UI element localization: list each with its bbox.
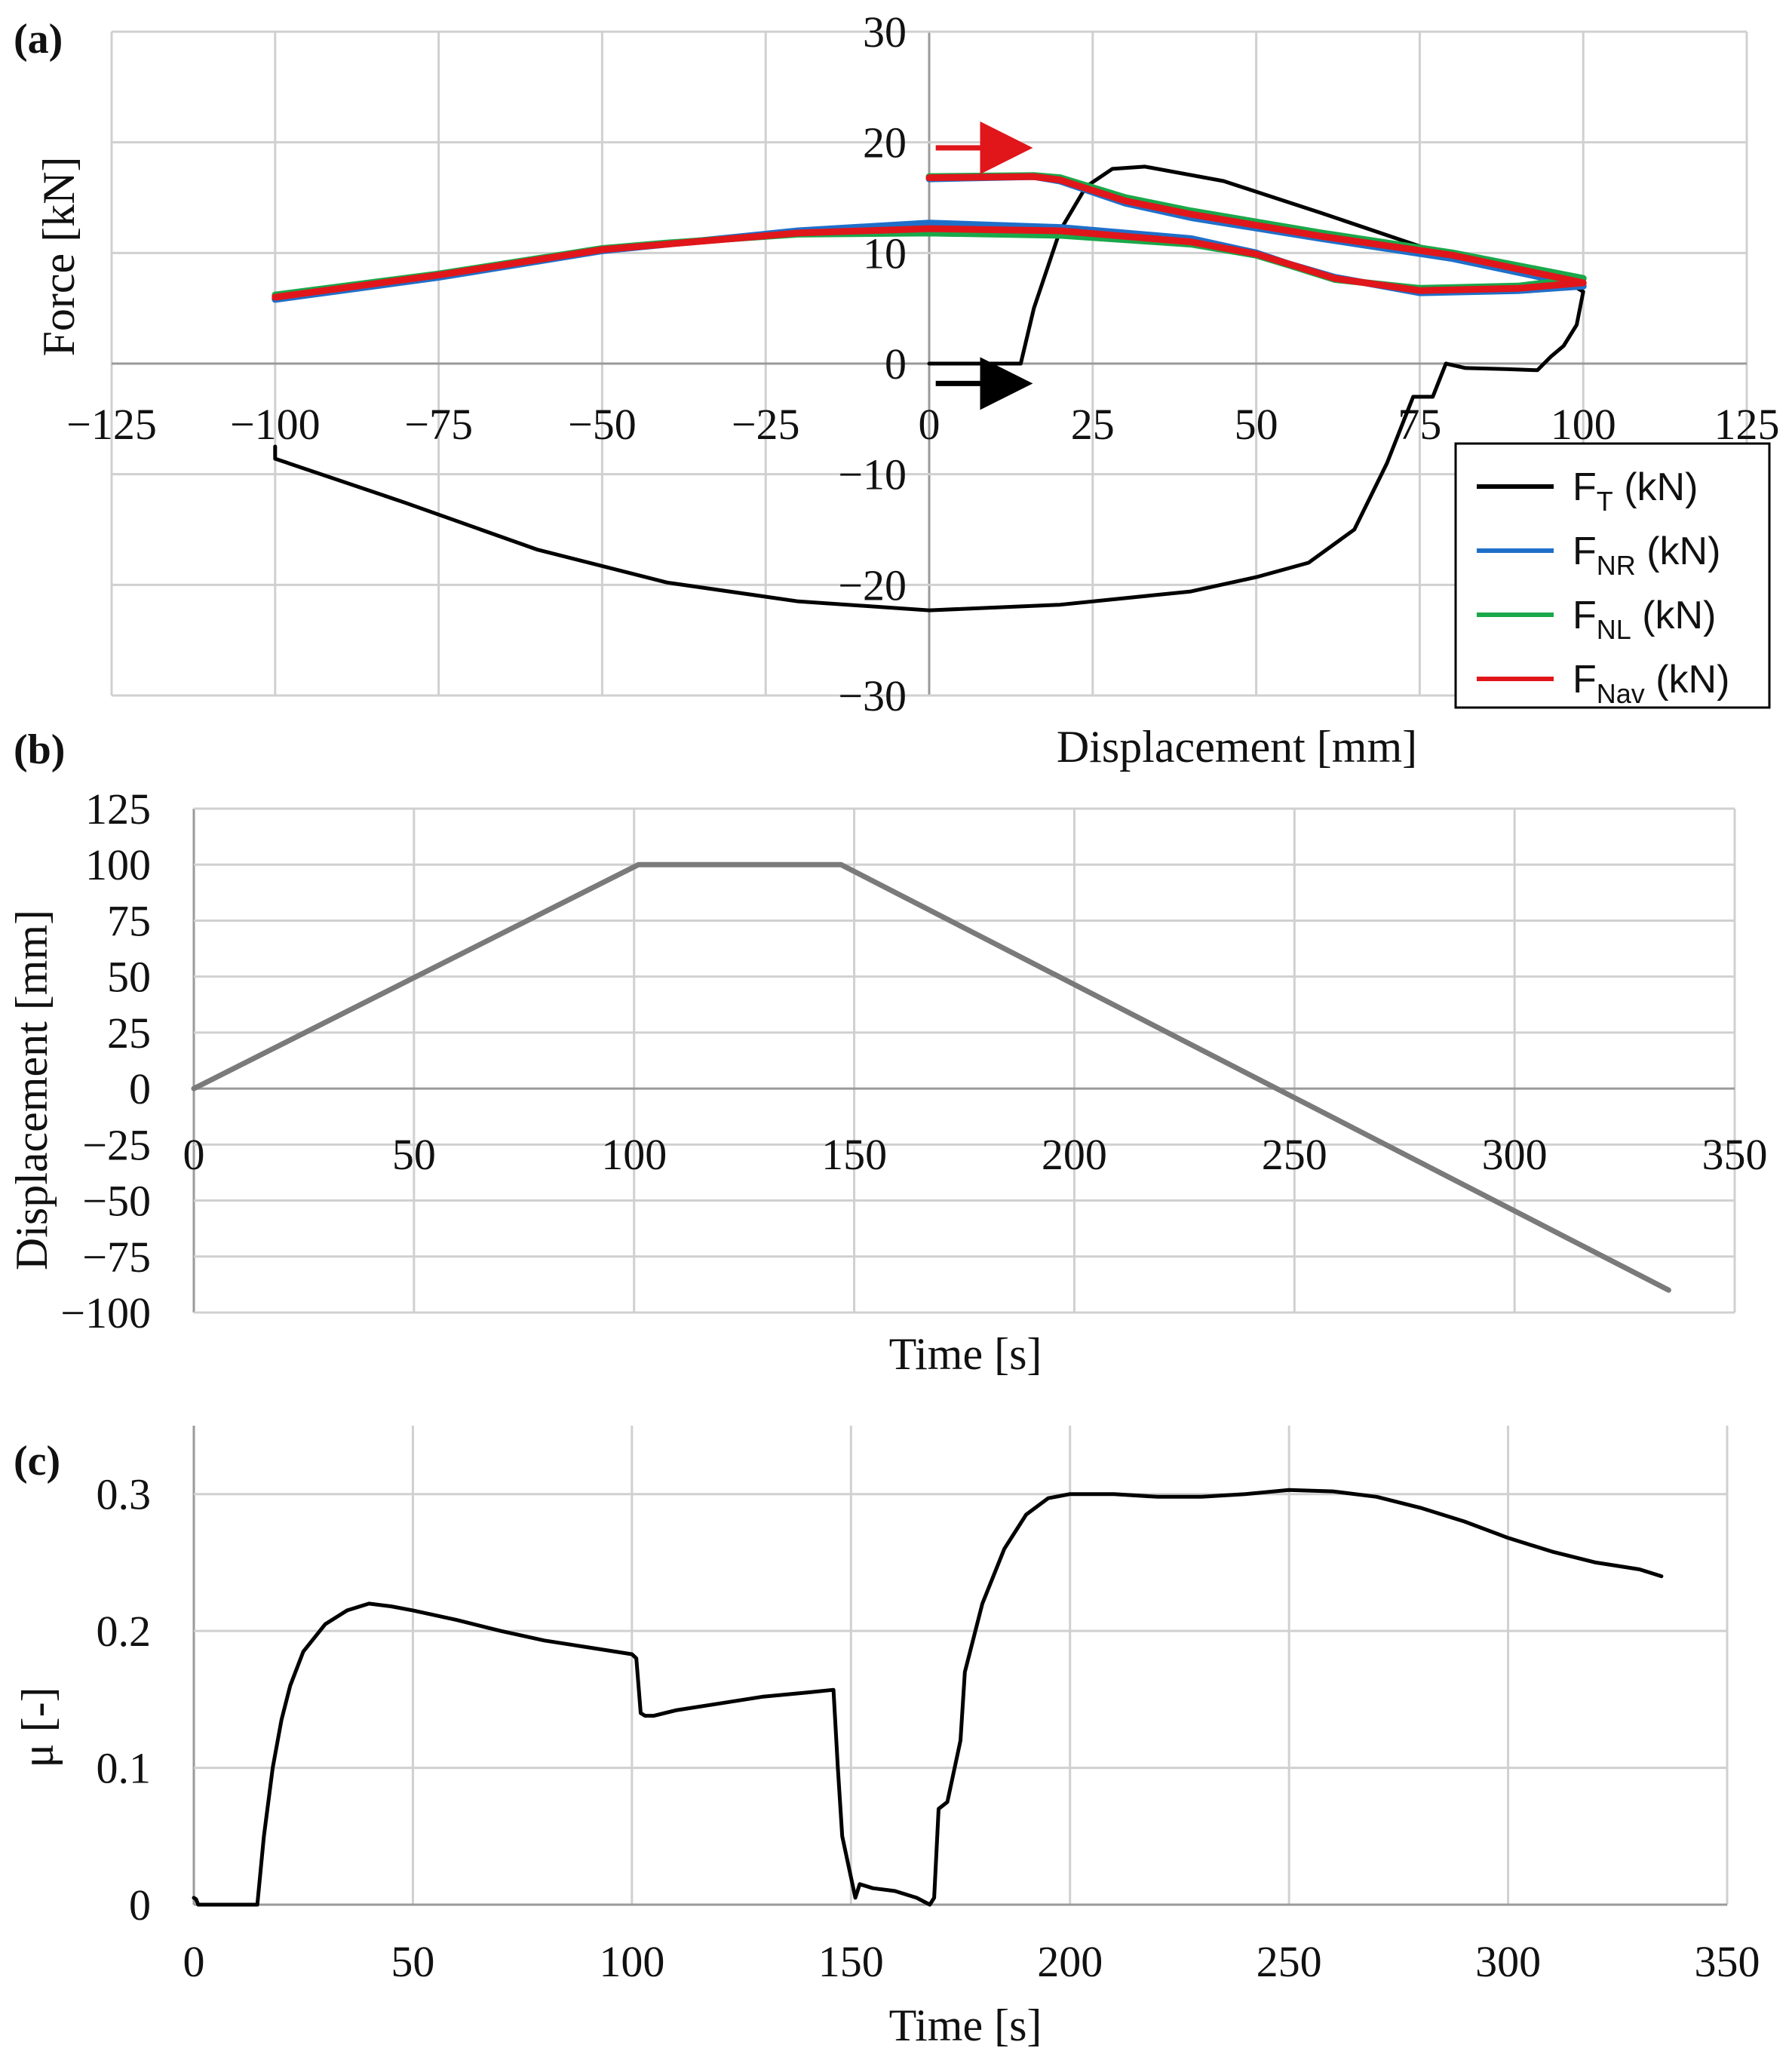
- panel-a-series: [272, 164, 1587, 613]
- panel-c-x-ticks: 0 50 100 150 200 250 300 350: [183, 1937, 1760, 1986]
- panel-a-x-tick-1: −100: [230, 400, 321, 449]
- panel-a-x-tick-4: −25: [732, 400, 800, 449]
- panel-b-x-tick-2: 100: [601, 1130, 667, 1179]
- panel-c-grid: [192, 1426, 1729, 1906]
- panel-a-x-tick-7: 50: [1235, 400, 1278, 449]
- panel-c-x-tick-6: 300: [1475, 1937, 1541, 1986]
- legend-label-t: FT (kN): [1573, 465, 1698, 517]
- panel-a-legend: FT (kN) FNR (kN) FNL (kN) FNav (kN): [1454, 442, 1771, 709]
- panel-b-x-tick-0: 0: [183, 1130, 205, 1179]
- panel-a-x-tick-8: 75: [1398, 400, 1441, 449]
- legend-label-nr: FNR (kN): [1573, 530, 1720, 581]
- panel-c-y-tick-0: 0: [129, 1881, 151, 1930]
- panel-b-x-tick-1: 50: [392, 1130, 436, 1179]
- panel-a-y-ticks: −30 −20 −10 0 10 20 30: [838, 8, 907, 720]
- panel-b-y-tick-1: −75: [82, 1233, 151, 1282]
- panel-b-x-tick-7: 350: [1702, 1130, 1768, 1179]
- panel-b-grid: [192, 807, 1736, 1314]
- panel-c-x-tick-5: 250: [1257, 1937, 1322, 1986]
- panel-b-x-tick-5: 250: [1262, 1130, 1327, 1179]
- panel-b-y-tick-0: −100: [60, 1288, 151, 1337]
- panel-c-y-tick-3: 0.3: [97, 1470, 152, 1519]
- panel-c-series: [192, 1488, 1664, 1907]
- panel-b-y-tick-9: 125: [85, 784, 151, 834]
- panel-b-label: (b): [14, 726, 65, 773]
- panel-b-x-tick-6: 300: [1482, 1130, 1548, 1179]
- panel-b: (b) 0 50 100 150 200 250 300 350 −100−75−50−250…: [7, 726, 1768, 1379]
- panel-c-x-axis-title: Time [s]: [889, 2000, 1042, 2050]
- panel-b-x-ticks: 0 50 100 150 200 250 300 350: [183, 1130, 1768, 1179]
- panel-b-x-axis-title: Time [s]: [889, 1329, 1042, 1379]
- panel-a-x-tick-9: 100: [1551, 400, 1616, 449]
- panel-c-x-tick-1: 50: [391, 1937, 434, 1986]
- panel-b-y-ticks: −100 −75 −50 −25 0 25 50 75 100 125: [60, 784, 151, 1337]
- panel-c-x-tick-2: 100: [599, 1937, 664, 1986]
- panel-a-y-tick-6: 30: [863, 8, 907, 57]
- panel-c-y-tick-1: 0.1: [97, 1744, 152, 1793]
- panel-a-x-tick-2: −75: [404, 400, 473, 449]
- panel-b-y-tick-8: 100: [85, 840, 151, 889]
- panel-a-annotations: [935, 121, 1033, 410]
- panel-c-y-ticks: 0 0.1 0.2 0.3: [97, 1470, 152, 1930]
- panel-c-x-tick-4: 200: [1037, 1937, 1103, 1986]
- panel-b-y-tick-7: 75: [107, 896, 151, 945]
- panel-a-x-axis-title: Displacement [mm]: [1057, 722, 1417, 772]
- panel-a-label: (a): [14, 16, 63, 63]
- panel-b-x-tick-3: 150: [821, 1130, 887, 1179]
- panel-a-y-tick-2: −10: [838, 450, 907, 499]
- panel-b-series: [191, 861, 1671, 1293]
- panel-a-y-tick-1: −20: [838, 560, 907, 609]
- panel-a-x-tick-6: 25: [1071, 400, 1115, 449]
- panel-b-series-line: [191, 861, 1671, 1293]
- panel-a-y-tick-4: 10: [863, 229, 907, 278]
- panel-b-y-tick-5: 25: [107, 1009, 151, 1058]
- panel-a-y-tick-5: 20: [863, 118, 907, 167]
- legend-label-nl: FNL (kN): [1573, 594, 1716, 645]
- panel-b-x-tick-4: 200: [1042, 1130, 1107, 1179]
- panel-b-y-tick-3: −25: [82, 1120, 151, 1169]
- panel-a-x-tick-3: −50: [568, 400, 637, 449]
- panel-c-x-tick-0: 0: [183, 1937, 205, 1986]
- panel-c-x-tick-3: 150: [818, 1937, 884, 1986]
- panel-b-y-tick-4: 0: [129, 1064, 151, 1113]
- panel-c-label: (c): [14, 1438, 60, 1485]
- legend-label-nav: FNav (kN): [1573, 658, 1729, 709]
- panel-c-y-tick-2: 0.2: [97, 1607, 152, 1656]
- panel-b-y-axis-title: Displacement [mm]: [7, 910, 57, 1270]
- panel-a-y-tick-3: 0: [885, 339, 907, 388]
- panel-c-x-tick-7: 350: [1695, 1937, 1760, 1986]
- panel-a-y-axis-title: Force [kN]: [34, 157, 84, 357]
- panel-a-series-nav: [272, 173, 1587, 301]
- panel-a-x-tick-5: 0: [919, 400, 940, 449]
- panel-a-x-ticks: −125 −100 −75 −50 −25 0 25 50 75 100 125: [66, 400, 1779, 449]
- panel-c-series-line: [192, 1488, 1664, 1907]
- panel-c-y-axis-title: μ [-]: [13, 1687, 63, 1767]
- panel-a-x-tick-10: 125: [1714, 400, 1780, 449]
- panel-c: (c) 0 50 100 150 200 250 300 350 0 0.1 0.2 0.3 μ […: [13, 1426, 1760, 2050]
- panel-a-series-t: [273, 164, 1585, 613]
- panel-b-y-tick-2: −50: [82, 1177, 151, 1226]
- panel-a-y-tick-0: −30: [838, 671, 907, 720]
- panel-b-y-tick-6: 50: [107, 953, 151, 1002]
- panel-a: (a) −125 −100 −75 −50 −25 0 25 50 75 100 125 −30−2…: [14, 8, 1780, 772]
- panel-a-x-tick-0: −125: [66, 400, 157, 449]
